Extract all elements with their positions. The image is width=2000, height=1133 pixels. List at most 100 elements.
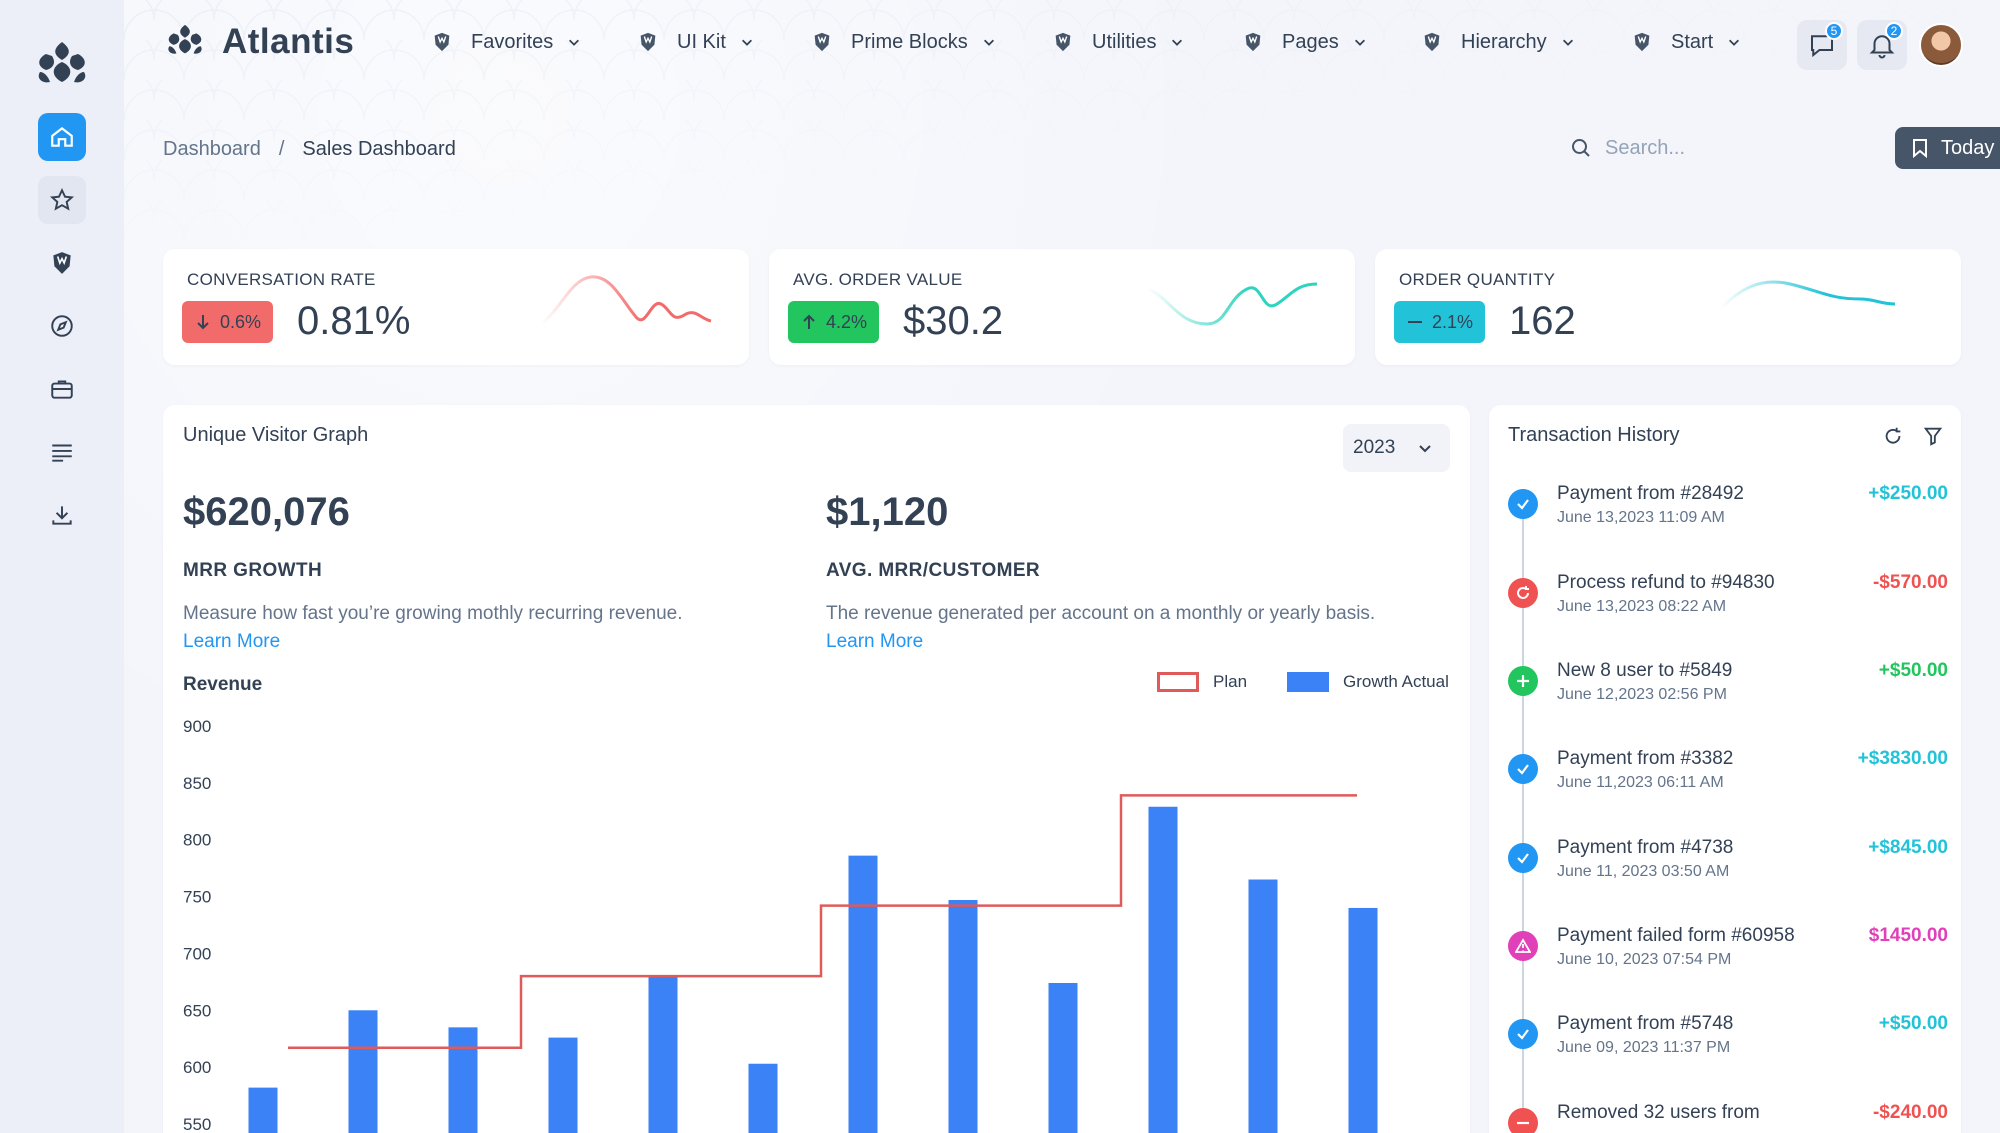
chevron-down-icon <box>1729 39 1740 46</box>
transaction-status-dot <box>1508 843 1538 873</box>
kpi-title: ORDER QUANTITY <box>1399 270 1556 289</box>
transaction-amount: +$3830.00 <box>1857 748 1948 769</box>
menu-item-hierarchy[interactable]: Hierarchy <box>1421 30 1575 54</box>
today-label: Today <box>1941 136 1995 159</box>
kpi-title: CONVERSATION RATE <box>187 270 376 289</box>
year-select[interactable]: 2023 <box>1343 424 1450 472</box>
avg-mrr-learn-more-link[interactable]: Learn More <box>826 631 924 652</box>
chevron-down-icon <box>1562 39 1573 46</box>
sidebar-favorites-button[interactable] <box>38 176 86 224</box>
mrr-value: $620,076 <box>183 490 350 534</box>
sidebar-briefcase-button[interactable] <box>38 365 86 413</box>
transaction-date: June 11,2023 06:11 AM <box>1557 774 1724 791</box>
kpi-change-value: 0.6% <box>220 311 262 332</box>
legend-growth-swatch <box>1287 672 1330 692</box>
brand-name: Atlantis <box>222 22 355 61</box>
sidebar-download-button[interactable] <box>38 491 86 539</box>
check-icon <box>1517 764 1529 775</box>
sparkline-path <box>1146 282 1318 326</box>
kpi-change-badge: 0.6% <box>182 301 274 343</box>
legend-growth-label: Growth Actual <box>1343 672 1449 691</box>
transaction-title: Removed 32 users from <box>1557 1102 1760 1123</box>
search-box[interactable]: Search... <box>1569 136 1685 160</box>
sparkline-path <box>540 275 712 326</box>
star-icon <box>49 187 75 211</box>
transaction-title: Payment from #5748 <box>1557 1013 1734 1034</box>
refresh-icon[interactable] <box>1882 425 1904 447</box>
warning-icon <box>1515 938 1531 953</box>
sidebar-explore-button[interactable] <box>38 302 86 350</box>
atlantis-logo-icon <box>168 24 202 54</box>
search-icon <box>1572 139 1590 157</box>
chevron-down-icon <box>1354 39 1365 46</box>
mrr-label: MRR GROWTH <box>183 560 323 581</box>
notifications-button[interactable]: 2 <box>1857 20 1907 70</box>
filter-icon[interactable] <box>1922 425 1944 447</box>
chevron-down-icon <box>741 39 752 46</box>
transaction-amount: +$50.00 <box>1878 1013 1948 1034</box>
sidebar-home-button[interactable] <box>38 113 86 161</box>
breadcrumb-root[interactable]: Dashboard <box>163 138 261 160</box>
bookmark-icon <box>1913 139 1927 158</box>
menu-item-pages[interactable]: Pages <box>1242 30 1367 54</box>
transaction-title: Payment from #4738 <box>1557 837 1734 858</box>
today-button[interactable]: Today <box>1895 127 2000 169</box>
sidebar <box>0 0 124 1133</box>
prime-shield-icon <box>1424 32 1440 52</box>
prime-shield-icon <box>434 32 450 52</box>
transaction-status-dot <box>1508 1019 1538 1049</box>
chevron-down-icon <box>569 39 580 46</box>
refresh-icon <box>1517 586 1529 599</box>
menu-item-start[interactable]: Start <box>1631 30 1741 54</box>
transaction-date: June 13,2023 11:09 AM <box>1557 509 1725 526</box>
menu-item-ui-kit[interactable]: UI Kit <box>637 30 754 54</box>
briefcase-icon <box>51 380 73 399</box>
home-icon <box>51 126 73 147</box>
kpi-sparkline <box>1146 282 1318 326</box>
chevron-down-icon <box>1172 39 1183 46</box>
prime-shield-icon <box>814 32 830 52</box>
menu-item-label: Prime Blocks <box>851 30 968 53</box>
transaction-title: Process refund to #94830 <box>1557 572 1775 593</box>
chat-count-badge: 5 <box>1825 22 1843 40</box>
kpi-change-badge: 4.2% <box>788 301 880 343</box>
menu-item-label: UI Kit <box>677 30 726 53</box>
kpi-card: AVG. ORDER VALUE 4.2% $30.2 <box>769 249 1355 365</box>
brand[interactable]: Atlantis <box>162 22 354 62</box>
menu-item-label: Hierarchy <box>1461 30 1547 53</box>
breadcrumb-current: Sales Dashboard <box>302 138 456 160</box>
transaction-status-dot <box>1508 931 1538 961</box>
avg-mrr-value: $1,120 <box>826 490 949 534</box>
check-icon <box>1517 853 1529 864</box>
sparkline-path <box>1718 280 1896 311</box>
transaction-date: June 13,2023 08:22 AM <box>1557 598 1727 615</box>
sidebar-primeblocks-button[interactable] <box>38 239 86 287</box>
search-placeholder: Search... <box>1605 136 1686 159</box>
legend-plan-label: Plan <box>1213 672 1248 691</box>
chat-button[interactable]: 5 <box>1797 20 1847 70</box>
sidebar-list-button[interactable] <box>38 428 86 476</box>
transaction-title: New 8 user to #5849 <box>1557 660 1733 681</box>
transaction-date: June 11, 2023 03:50 AM <box>1557 863 1730 880</box>
plus-icon <box>1517 675 1529 687</box>
menu-item-prime-blocks[interactable]: Prime Blocks <box>811 30 996 54</box>
kpi-card: ORDER QUANTITY 2.1% 162 <box>1375 249 1961 365</box>
kpi-title: AVG. ORDER VALUE <box>793 270 963 289</box>
kpi-change-value: 4.2% <box>826 311 868 332</box>
menu-item-favorites[interactable]: Favorites <box>431 30 581 54</box>
atlantis-logo-icon[interactable] <box>32 38 92 94</box>
visitor-card <box>163 405 1470 1133</box>
download-icon <box>52 506 72 525</box>
user-avatar[interactable] <box>1919 23 1963 67</box>
kpi-change-value: 2.1% <box>1432 311 1474 332</box>
breadcrumb-separator: / <box>278 138 285 160</box>
avg-mrr-label: AVG. MRR/CUSTOMER <box>826 560 1041 581</box>
transaction-amount: $1450.00 <box>1868 925 1948 946</box>
menu-item-utilities[interactable]: Utilities <box>1052 30 1184 54</box>
transaction-status-dot <box>1508 754 1538 784</box>
mrr-learn-more-link[interactable]: Learn More <box>183 631 281 652</box>
transaction-amount: +$250.00 <box>1868 483 1948 504</box>
breadcrumb: Dashboard / Sales Dashboard <box>163 138 456 161</box>
kpi-value: 162 <box>1509 299 1576 343</box>
transaction-title: Payment from #28492 <box>1557 483 1744 504</box>
